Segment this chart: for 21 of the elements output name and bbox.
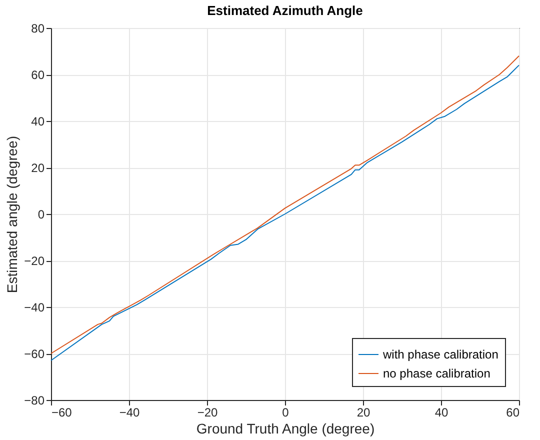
y-tick-label: −20 <box>24 254 45 268</box>
chart-title: Estimated Azimuth Angle <box>207 3 363 18</box>
y-tick-label: 60 <box>31 68 45 82</box>
y-tick-label: −40 <box>24 300 45 314</box>
y-axis-title: Estimated angle (degree) <box>4 136 20 294</box>
y-tick-label: 20 <box>31 161 45 175</box>
legend-label: with phase calibration <box>382 348 498 362</box>
y-tick-label: −60 <box>24 347 45 361</box>
y-tick-label: 0 <box>38 208 45 222</box>
x-tick-label: −60 <box>52 406 72 420</box>
x-tick-label: −20 <box>197 406 218 420</box>
x-tick-label: −40 <box>119 406 140 420</box>
y-tick-label: −80 <box>24 394 45 408</box>
y-tick-label: 80 <box>31 22 45 36</box>
x-tick-label: 0 <box>282 406 290 420</box>
y-tick-label: 40 <box>31 114 45 128</box>
x-tick-label: 20 <box>356 406 370 420</box>
x-axis-title: Ground Truth Angle (degree) <box>196 420 375 436</box>
x-tick-label: 60 <box>506 406 520 420</box>
legend-label: no phase calibration <box>383 366 490 380</box>
x-tick-label: 40 <box>434 406 448 420</box>
